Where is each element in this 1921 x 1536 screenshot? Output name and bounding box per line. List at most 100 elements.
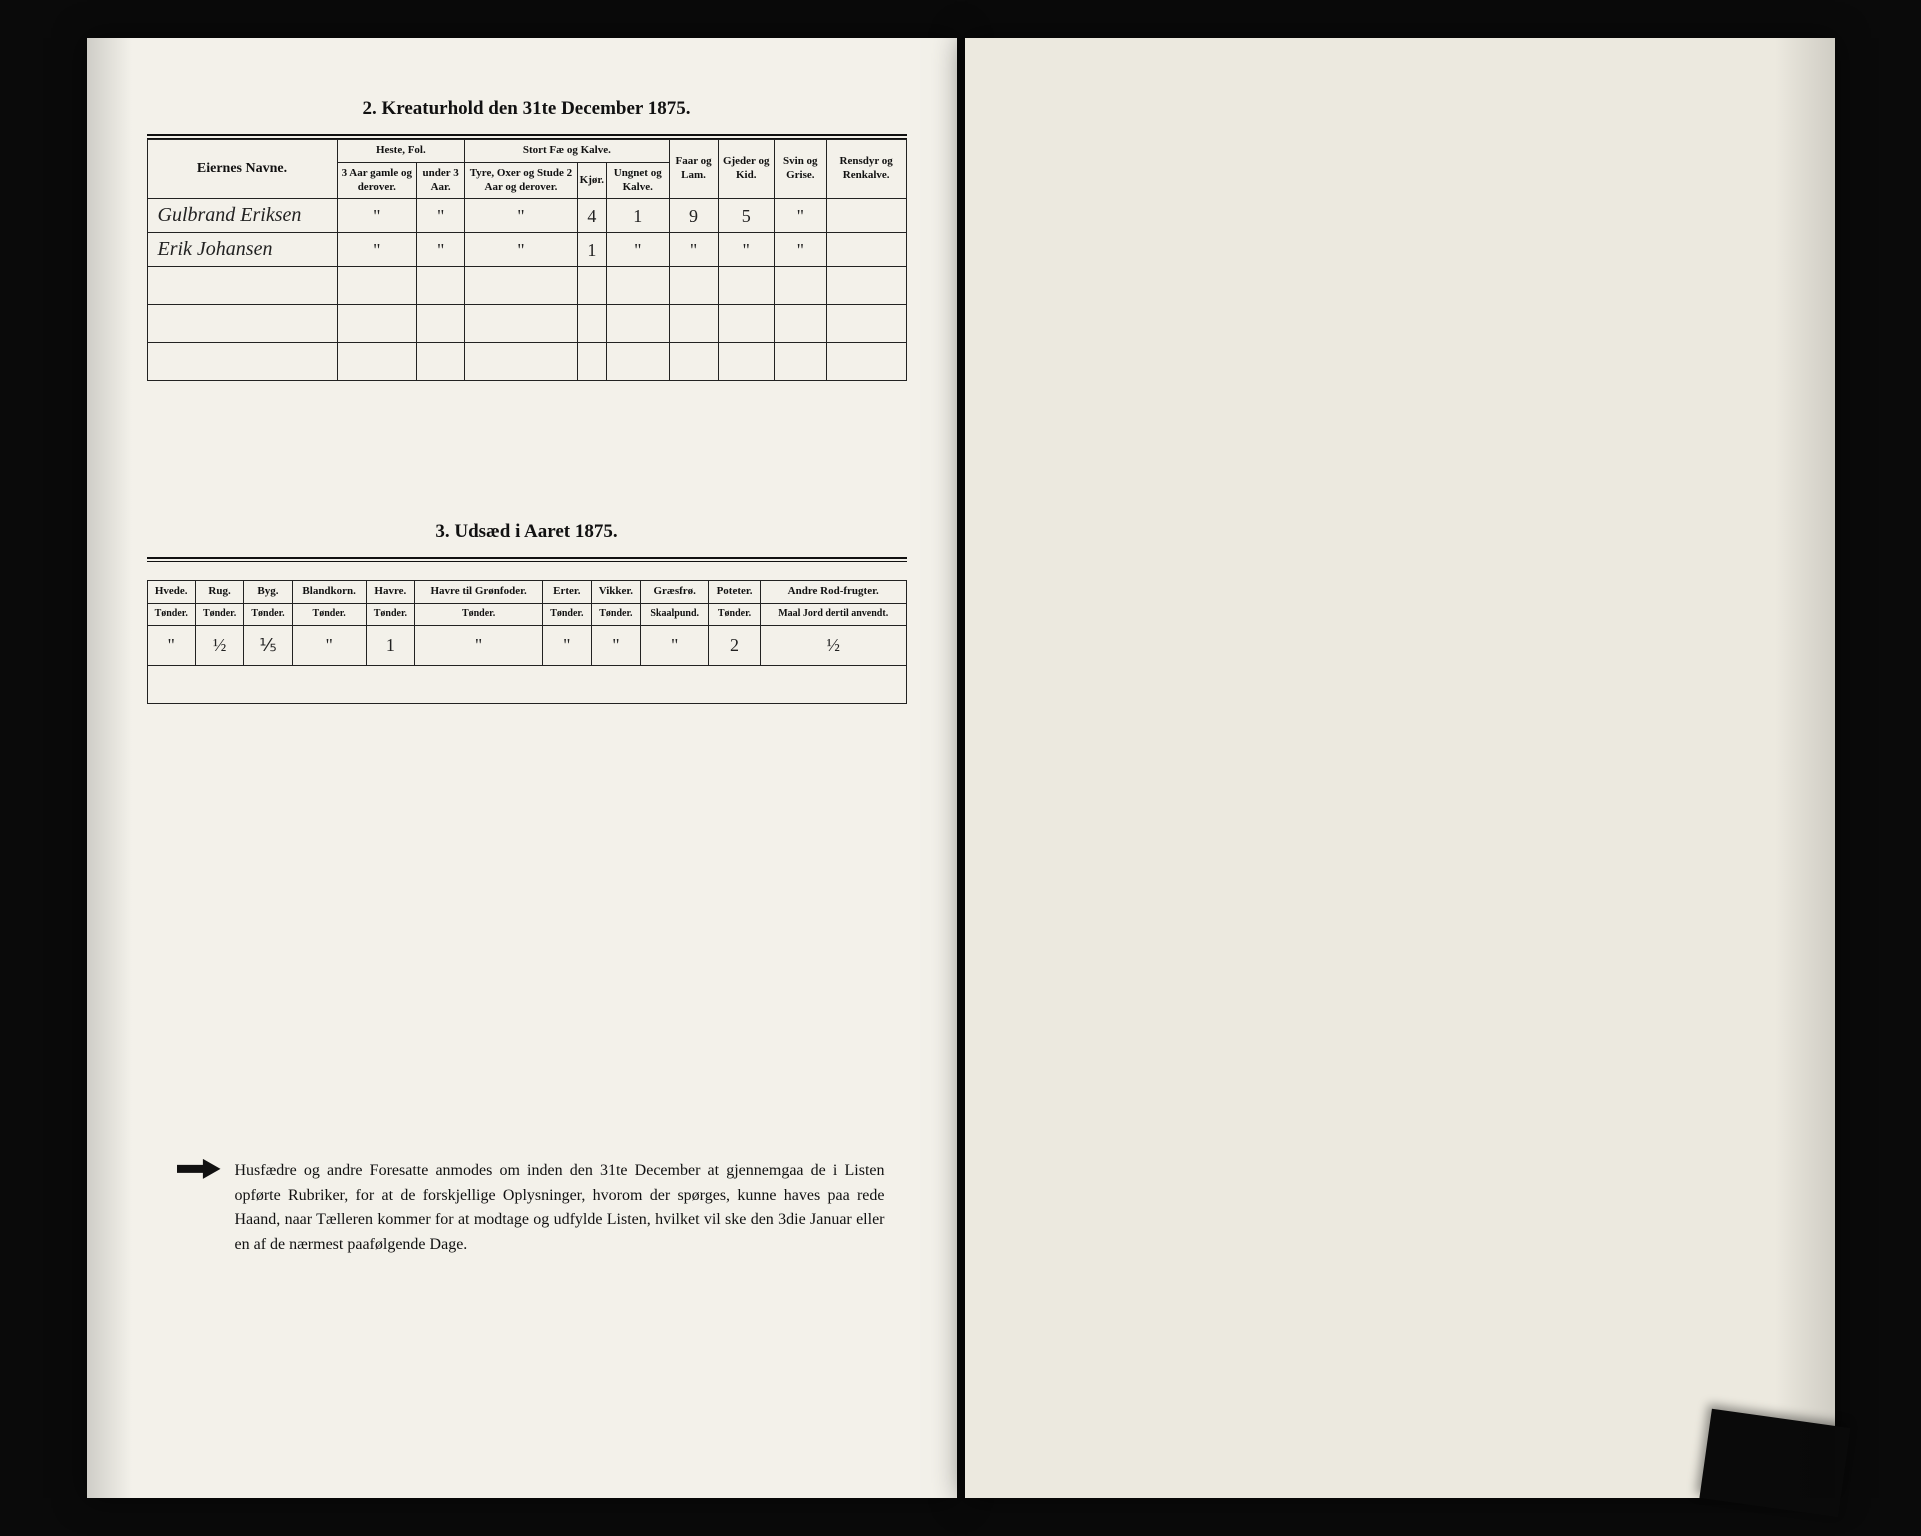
data-cell	[826, 233, 906, 267]
data-cell: 1	[607, 199, 670, 233]
data-cell: "	[669, 233, 718, 267]
data-cell: "	[417, 233, 465, 267]
seed-col-unit: Tønder.	[292, 604, 366, 626]
empty-cell	[577, 343, 606, 381]
data-cell: "	[607, 233, 670, 267]
divider	[147, 134, 907, 136]
table-row-empty	[147, 665, 906, 703]
data-cell: "	[465, 233, 577, 267]
empty-cell	[577, 305, 606, 343]
seed-col-label: Byg.	[244, 581, 292, 604]
spacer	[147, 381, 907, 501]
data-cell: "	[465, 199, 577, 233]
empty-cell	[774, 267, 826, 305]
table-row: Gulbrand Eriksen"""4195"	[147, 199, 906, 233]
empty-cell	[607, 305, 670, 343]
seed-col-unit: Tønder.	[591, 604, 641, 626]
empty-cell	[669, 343, 718, 381]
data-cell: "	[543, 625, 591, 665]
data-cell: "	[292, 625, 366, 665]
col-heste-group: Heste, Fol.	[337, 140, 465, 163]
section2-title: 2. Kreaturhold den 31te December 1875.	[147, 98, 907, 120]
empty-cell	[147, 343, 337, 381]
data-cell: ½	[760, 625, 906, 665]
empty-cell	[337, 343, 417, 381]
empty-cell	[577, 267, 606, 305]
seed-col-label: Erter.	[543, 581, 591, 604]
empty-cell	[826, 343, 906, 381]
data-cell: "	[774, 233, 826, 267]
seed-col-unit: Tønder.	[195, 604, 243, 626]
seed-col-unit: Tønder.	[709, 604, 761, 626]
livestock-table: Eiernes Navne. Heste, Fol. Stort Fæ og K…	[147, 139, 907, 381]
data-cell: 9	[669, 199, 718, 233]
empty-cell	[337, 267, 417, 305]
data-cell: "	[641, 625, 709, 665]
empty-cell	[147, 267, 337, 305]
empty-cell	[718, 343, 774, 381]
owner-cell: Gulbrand Eriksen	[147, 199, 337, 233]
data-cell: 4	[577, 199, 606, 233]
data-cell: "	[718, 233, 774, 267]
data-cell: "	[774, 199, 826, 233]
divider-thin	[147, 561, 907, 562]
table-row: Erik Johansen"""1""""	[147, 233, 906, 267]
data-cell: 2	[709, 625, 761, 665]
table-row-empty	[147, 305, 906, 343]
section3-title: 3. Udsæd i Aaret 1875.	[147, 521, 907, 543]
empty-cell	[826, 305, 906, 343]
empty-cell	[465, 305, 577, 343]
data-cell	[826, 199, 906, 233]
right-page	[965, 38, 1835, 1498]
empty-cell	[718, 305, 774, 343]
table-row-empty	[147, 343, 906, 381]
empty-cell	[465, 267, 577, 305]
owner-cell: Erik Johansen	[147, 233, 337, 267]
empty-cell	[669, 305, 718, 343]
book-spread: 2. Kreaturhold den 31te December 1875. E…	[87, 38, 1835, 1498]
seed-col-label: Havre.	[366, 581, 414, 604]
divider	[147, 557, 907, 559]
seed-col-label: Blandkorn.	[292, 581, 366, 604]
empty-cell	[669, 267, 718, 305]
empty-cell	[337, 305, 417, 343]
empty-cell	[774, 305, 826, 343]
footer-text: Husfædre og andre Foresatte anmodes om i…	[235, 1159, 885, 1258]
col-ren: Rensdyr og Renkalve.	[826, 140, 906, 199]
data-cell: "	[337, 199, 417, 233]
seed-col-label: Havre til Grønfoder.	[415, 581, 543, 604]
empty-cell	[826, 267, 906, 305]
seed-col-label: Andre Rod-frugter.	[760, 581, 906, 604]
seed-col-unit: Tønder.	[147, 604, 195, 626]
left-page: 2. Kreaturhold den 31te December 1875. E…	[87, 38, 957, 1498]
data-cell: 5	[718, 199, 774, 233]
data-cell: "	[415, 625, 543, 665]
empty-cell	[774, 343, 826, 381]
seed-col-label: Hvede.	[147, 581, 195, 604]
page-edge-shadow	[87, 38, 132, 1498]
col-gjeder: Gjeder og Kid.	[718, 140, 774, 199]
seed-col-unit: Tønder.	[366, 604, 414, 626]
empty-cell	[607, 267, 670, 305]
seed-col-unit: Tønder.	[543, 604, 591, 626]
footer-note: Husfædre og andre Foresatte anmodes om i…	[177, 1159, 897, 1258]
col-heste-a: 3 Aar gamle og derover.	[337, 162, 417, 199]
seed-col-label: Poteter.	[709, 581, 761, 604]
col-stort-group: Stort Fæ og Kalve.	[465, 140, 669, 163]
seed-col-label: Rug.	[195, 581, 243, 604]
pointing-hand-icon	[177, 1159, 221, 1179]
table-row: "½⅕"1""""2½	[147, 625, 906, 665]
empty-cell	[718, 267, 774, 305]
col-stort-b: Kjør.	[577, 162, 606, 199]
seed-col-unit: Skaalpund.	[641, 604, 709, 626]
data-cell: "	[337, 233, 417, 267]
empty-cell	[417, 343, 465, 381]
empty-cell	[607, 343, 670, 381]
data-cell: ½	[195, 625, 243, 665]
data-cell: "	[417, 199, 465, 233]
data-cell: "	[147, 625, 195, 665]
col-faar: Faar og Lam.	[669, 140, 718, 199]
empty-cell	[465, 343, 577, 381]
seed-col-label: Vikker.	[591, 581, 641, 604]
col-svin: Svin og Grise.	[774, 140, 826, 199]
